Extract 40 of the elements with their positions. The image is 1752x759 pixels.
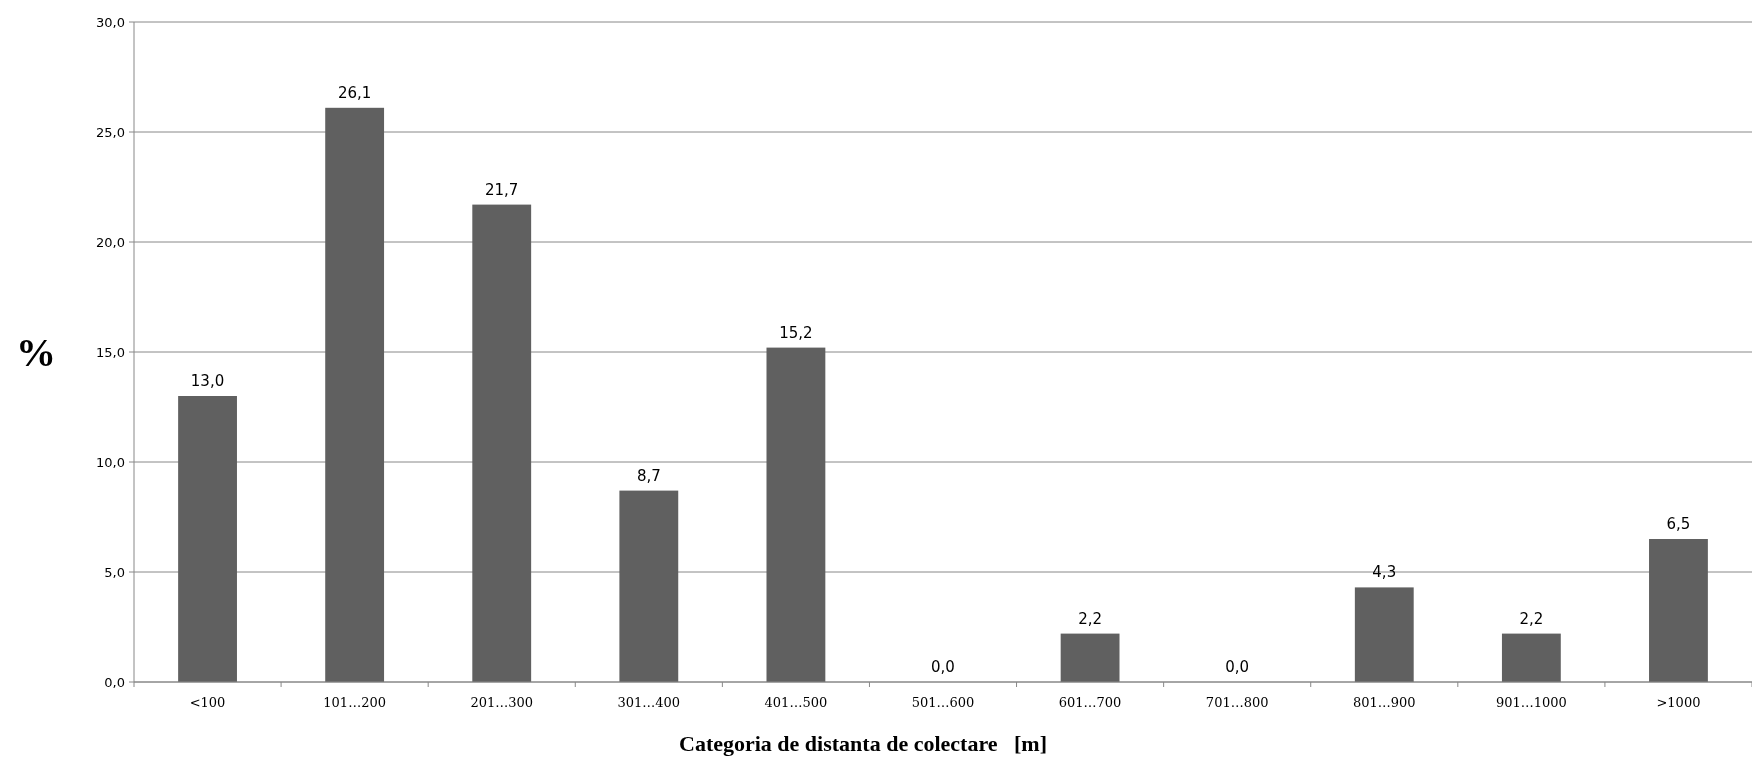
y-tick-label: 20,0	[96, 234, 125, 250]
y-tick-label: 10,0	[96, 454, 125, 470]
bar	[619, 490, 679, 682]
x-tick-label: >1000	[1656, 695, 1701, 710]
bar	[1501, 633, 1561, 682]
y-axis-title: %	[16, 330, 56, 375]
x-tick-label: 801…900	[1352, 695, 1416, 710]
x-tick-label: 701…800	[1205, 695, 1269, 710]
x-tick-label: 901…1000	[1495, 695, 1567, 710]
x-tick-label: 501…600	[911, 695, 975, 710]
y-tick-label: 25,0	[96, 124, 125, 140]
x-tick-label: 401…500	[764, 695, 828, 710]
x-axis-title: Categoria de distanta de colectare [m]	[679, 731, 1047, 756]
data-label: 0,0	[1225, 658, 1250, 676]
data-label: 2,2	[1078, 609, 1103, 628]
bar	[766, 347, 826, 682]
y-tick-label: 15,0	[96, 344, 125, 360]
bar	[1060, 633, 1120, 682]
bar	[178, 396, 237, 682]
bar	[325, 107, 385, 682]
x-tick-label: 601…700	[1058, 695, 1122, 710]
data-label: 6,5	[1666, 515, 1691, 533]
data-label: 15,2	[779, 323, 813, 342]
data-label: 2,2	[1519, 609, 1544, 628]
y-tick-label: 0,0	[104, 674, 125, 690]
x-tick-label: 201…300	[470, 695, 534, 710]
bar	[472, 204, 532, 682]
data-label: 0,0	[931, 658, 955, 676]
data-label: 21,7	[485, 180, 519, 199]
data-label: 4,3	[1372, 563, 1397, 582]
data-label: 8,7	[636, 466, 661, 485]
data-label: 26,1	[337, 83, 372, 102]
x-tick-label: <100	[189, 695, 226, 710]
bar	[1354, 587, 1414, 682]
x-tick-label: 101…200	[323, 695, 386, 710]
y-tick-label: 5,0	[104, 564, 125, 580]
x-tick-label: 301…400	[617, 695, 681, 710]
y-tick-label: 30,0	[96, 14, 125, 30]
data-label: 13,0	[190, 372, 225, 390]
bar	[1649, 539, 1708, 682]
